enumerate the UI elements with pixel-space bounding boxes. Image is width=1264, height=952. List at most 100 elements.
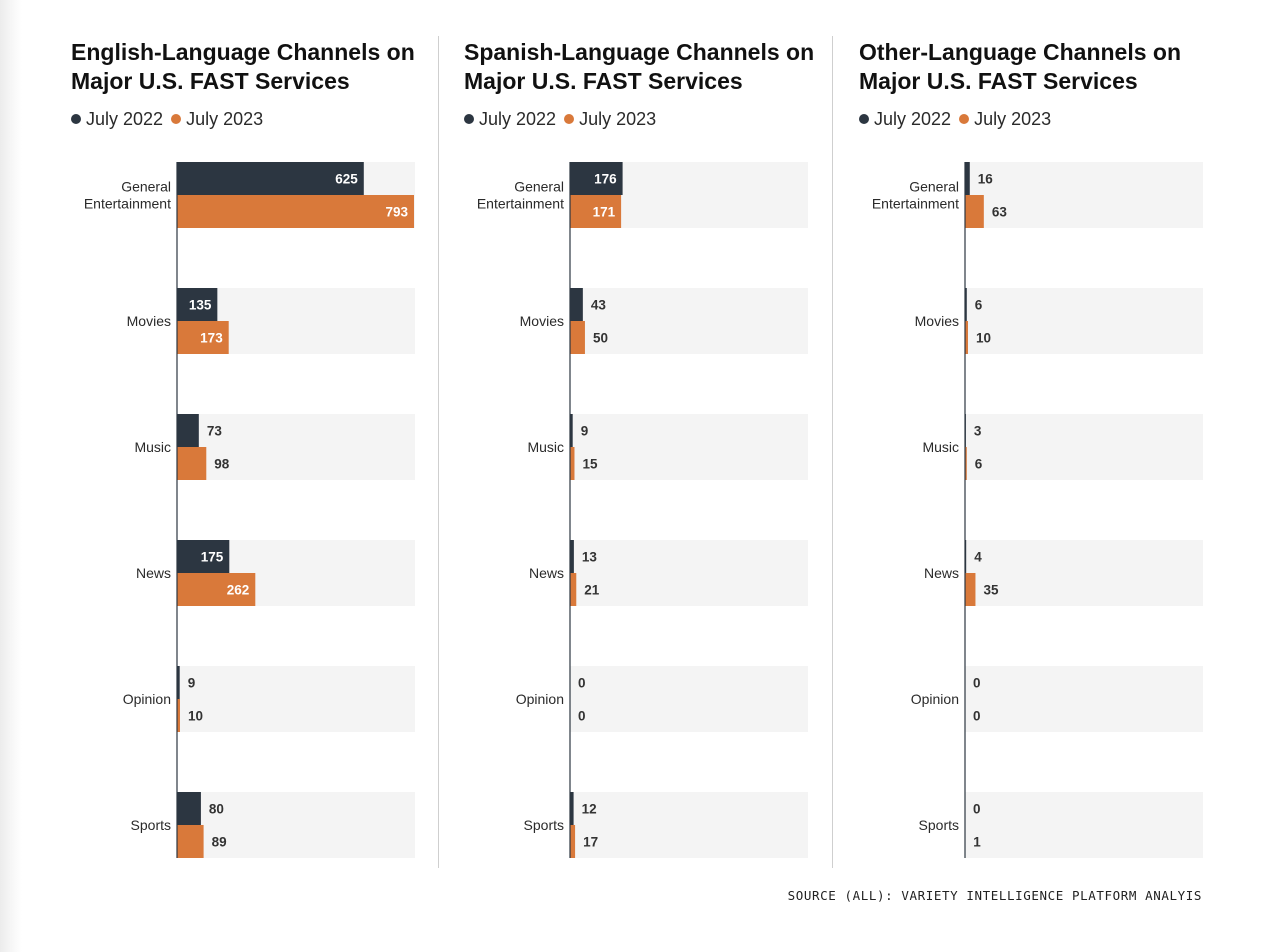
data-label: 15 — [582, 457, 598, 472]
data-label: 0 — [973, 802, 981, 817]
row-background — [965, 288, 1203, 354]
legend-label-2023: July 2023 — [974, 108, 1052, 129]
legend-item-2023: July 2023 — [959, 109, 1051, 130]
data-label: 625 — [335, 172, 358, 187]
bar-july-2023 — [177, 573, 256, 606]
row-background — [965, 792, 1203, 858]
category-label: Music — [527, 439, 564, 455]
data-label: 12 — [582, 802, 597, 817]
category-label-line: News — [924, 565, 959, 581]
data-label: 0 — [578, 709, 586, 724]
bar-july-2022 — [965, 288, 967, 321]
data-label: 176 — [594, 172, 617, 187]
bar-july-2022 — [177, 540, 230, 573]
category-label: Movies — [520, 313, 564, 329]
source-note: SOURCE (ALL): VARIETY INTELLIGENCE PLATF… — [787, 888, 1202, 903]
data-label: 171 — [593, 205, 616, 220]
data-label: 6 — [975, 298, 983, 313]
category-label: General Entertainment — [477, 179, 564, 212]
data-label: 0 — [973, 676, 981, 691]
data-label: 17 — [583, 835, 598, 850]
bar-july-2023 — [570, 825, 576, 858]
data-label: 3 — [974, 424, 982, 439]
data-label: 9 — [188, 676, 196, 691]
bar-july-2023 — [177, 699, 180, 732]
chart-panel-other: Other-Language Channels on Major U.S. FA… — [859, 0, 1204, 952]
row-background — [177, 792, 415, 858]
bar-july-2022 — [570, 288, 583, 321]
data-label: 63 — [992, 205, 1008, 220]
category-label: Movies — [127, 313, 171, 329]
row-background — [965, 414, 1203, 480]
bar-july-2022 — [177, 666, 180, 699]
page-edge-shadow — [0, 0, 22, 952]
bar-july-2022 — [570, 414, 573, 447]
category-label-line: News — [529, 565, 564, 581]
legend-swatch-2023 — [171, 114, 182, 124]
data-label: 793 — [385, 205, 408, 220]
data-label: 43 — [591, 298, 607, 313]
bar-chart-other: General Entertainment1663Movies610Music36… — [872, 162, 1203, 858]
legend-item-2023: July 2023 — [171, 109, 263, 130]
legend-swatch-2023 — [564, 114, 575, 124]
category-label: Music — [922, 439, 959, 455]
category-label: News — [924, 565, 959, 581]
category-label-line: Movies — [520, 313, 564, 329]
row-background — [177, 414, 415, 480]
legend-swatch-2022 — [859, 114, 869, 124]
row-background — [177, 666, 415, 732]
category-label: Movies — [915, 313, 959, 329]
panel-divider — [438, 36, 439, 868]
category-label: General Entertainment — [872, 179, 959, 212]
bar-july-2023 — [177, 825, 204, 858]
category-label-line: Music — [922, 439, 959, 455]
bar-july-2022 — [177, 414, 199, 447]
legend-swatch-2022 — [464, 114, 474, 124]
bar-july-2022 — [570, 792, 574, 825]
category-label: Opinion — [911, 691, 959, 707]
row-background — [965, 540, 1203, 606]
category-label-line: Movies — [915, 313, 959, 329]
bar-chart-english: General Entertainment 625 793 Movies 135 173 Mu… — [84, 162, 415, 858]
row-background — [570, 414, 808, 480]
bar-july-2023 — [965, 195, 984, 228]
category-label-line: Entertainment — [872, 196, 959, 212]
chart-legend: July 2022 July 2023 — [859, 108, 1059, 130]
row-background — [570, 666, 808, 732]
data-label: 21 — [584, 583, 600, 598]
chart-title: Other-Language Channels on Major U.S. FA… — [859, 39, 1182, 94]
chart-panel-spanish: Spanish-Language Channels on Major U.S. … — [464, 0, 814, 952]
data-label: 9 — [581, 424, 589, 439]
legend-label-2022: July 2022 — [86, 108, 164, 129]
category-label: General Entertainment — [84, 179, 171, 212]
data-label: 10 — [188, 709, 203, 724]
category-label-line: Entertainment — [84, 196, 171, 212]
data-label: 80 — [209, 802, 224, 817]
data-label: 135 — [189, 298, 212, 313]
legend-swatch-2022 — [71, 114, 81, 124]
data-label: 13 — [582, 550, 598, 565]
row-background — [965, 162, 1203, 228]
bar-july-2023 — [570, 447, 575, 480]
row-background — [570, 288, 808, 354]
data-label: 10 — [976, 331, 991, 346]
category-label-line: Movies — [127, 313, 171, 329]
category-label-line: Opinion — [911, 691, 959, 707]
category-label-line: General — [121, 179, 171, 195]
category-label-line: General — [514, 179, 564, 195]
bar-july-2023 — [965, 321, 968, 354]
bar-july-2023 — [177, 447, 207, 480]
category-label: Opinion — [123, 691, 171, 707]
category-label: Opinion — [516, 691, 564, 707]
category-label-line: News — [136, 565, 171, 581]
data-label: 0 — [973, 709, 981, 724]
row-background — [570, 540, 808, 606]
legend-label-2023: July 2023 — [186, 108, 264, 129]
bar-july-2022 — [570, 540, 574, 573]
chart-title: Spanish-Language Channels on Major U.S. … — [464, 39, 815, 94]
category-label-line: Music — [134, 439, 171, 455]
data-label: 16 — [978, 172, 994, 187]
category-label-line: Sports — [131, 817, 171, 833]
category-label: Sports — [131, 817, 171, 833]
bar-july-2023 — [570, 573, 577, 606]
